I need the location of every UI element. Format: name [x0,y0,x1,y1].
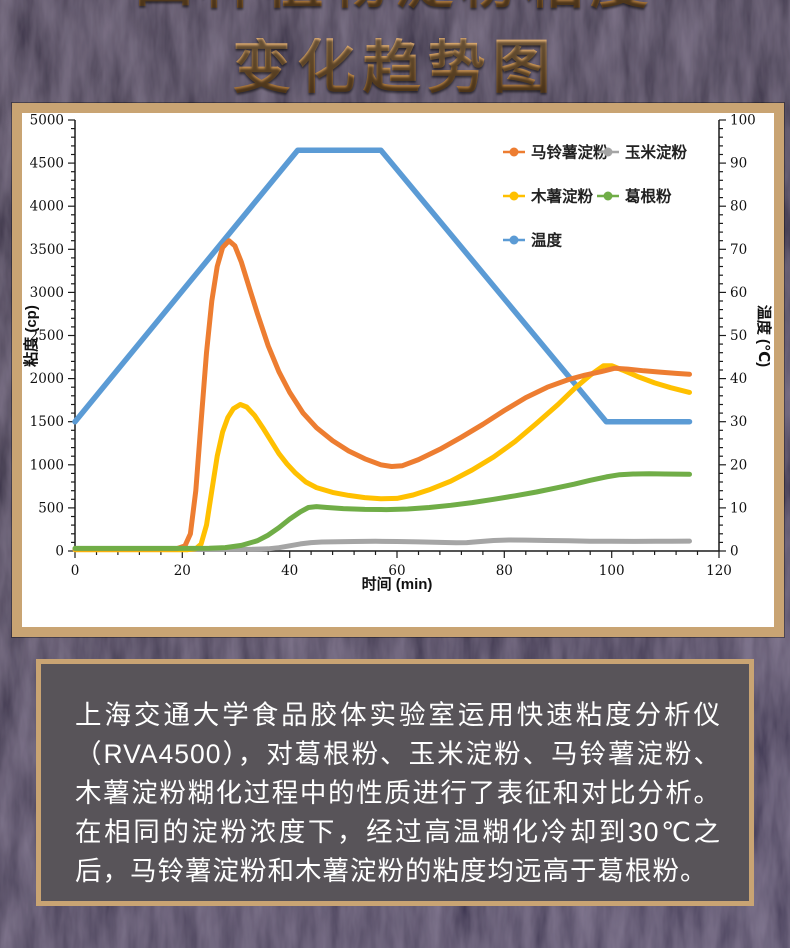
legend-label-corn: 玉米淀粉 [625,143,688,162]
legend-marker-dot-kudzu [603,191,613,201]
svg-text:80: 80 [496,563,513,579]
legend-label-temperature: 温度 [531,231,563,250]
svg-text:500: 500 [38,500,64,516]
legend-marker-dot-potato [509,147,519,157]
svg-text:0: 0 [730,544,739,560]
svg-text:100: 100 [599,563,625,579]
svg-text:100: 100 [730,113,756,129]
legend-item-temperature: 温度 [503,231,563,250]
svg-text:4000: 4000 [30,199,64,215]
axis-lines [74,120,720,552]
description-panel: 上海交通大学食品胶体实验室运用快速粘度分析仪（RVA4500），对葛根粉、玉米淀… [36,659,754,906]
svg-text:1000: 1000 [30,457,64,473]
legend-item-tapioca: 木薯淀粉 [503,187,594,206]
chart-panel: 0 500 1000 1500 2000 2500 3000 3500 4000 4500 5000… [12,103,784,637]
svg-text:80: 80 [730,199,747,215]
y-axis-right-title: 温度 (℃) [755,305,773,367]
svg-text:2500: 2500 [30,328,64,344]
viscosity-chart: 0500100015002000250030003500400045005000… [22,113,773,593]
page-title-line1: 四种植物淀粉粘度 [0,0,790,14]
svg-text:50: 50 [730,328,747,344]
legend-label-potato: 马铃薯淀粉 [531,143,609,162]
legend-item-kudzu: 葛根粉 [597,187,672,206]
x-axis-title: 时间 (min) [362,575,433,593]
axis-ticks [68,119,726,558]
svg-text:120: 120 [706,563,732,579]
svg-text:5000: 5000 [30,113,64,129]
svg-text:2000: 2000 [30,371,64,387]
svg-text:3000: 3000 [30,285,64,301]
series-kudzu-line [72,471,692,551]
svg-text:1500: 1500 [30,414,64,430]
svg-text:70: 70 [730,242,747,258]
page-title-line2: 变化趋势图 [0,37,790,99]
svg-text:0: 0 [55,544,64,560]
series-tapioca-line [72,363,692,553]
svg-text:60: 60 [388,563,405,579]
svg-text:20: 20 [730,457,747,473]
legend-marker-dot-tapioca [509,191,519,201]
series-corn-line [72,537,692,552]
y-axis-left-title: 粘度 (cp) [22,305,40,367]
legend-item-corn: 玉米淀粉 [597,143,688,162]
svg-text:40: 40 [730,371,747,387]
svg-text:60: 60 [730,285,747,301]
description-text: 上海交通大学食品胶体实验室运用快速粘度分析仪（RVA4500），对葛根粉、玉米淀… [75,700,721,886]
svg-text:4500: 4500 [30,156,64,172]
svg-text:3500: 3500 [30,242,64,258]
svg-text:10: 10 [730,500,747,516]
series-potato-line [72,238,692,552]
legend-marker-dot-corn [603,147,613,157]
legend-label-tapioca: 木薯淀粉 [530,187,594,206]
svg-text:40: 40 [281,563,298,579]
page-header: 四种植物淀粉粘度 变化趋势图 [0,0,790,100]
legend-marker-dot-temperature [509,235,519,245]
legend-item-potato: 马铃薯淀粉 [503,143,609,162]
series-temperature-line [72,147,693,425]
svg-text:90: 90 [730,156,747,172]
legend-label-kudzu: 葛根粉 [625,187,672,206]
svg-text:0: 0 [71,563,80,579]
svg-text:20: 20 [174,563,191,579]
axis-tick-labels: 0500100015002000250030003500400045005000… [30,113,756,579]
svg-text:30: 30 [730,414,747,430]
